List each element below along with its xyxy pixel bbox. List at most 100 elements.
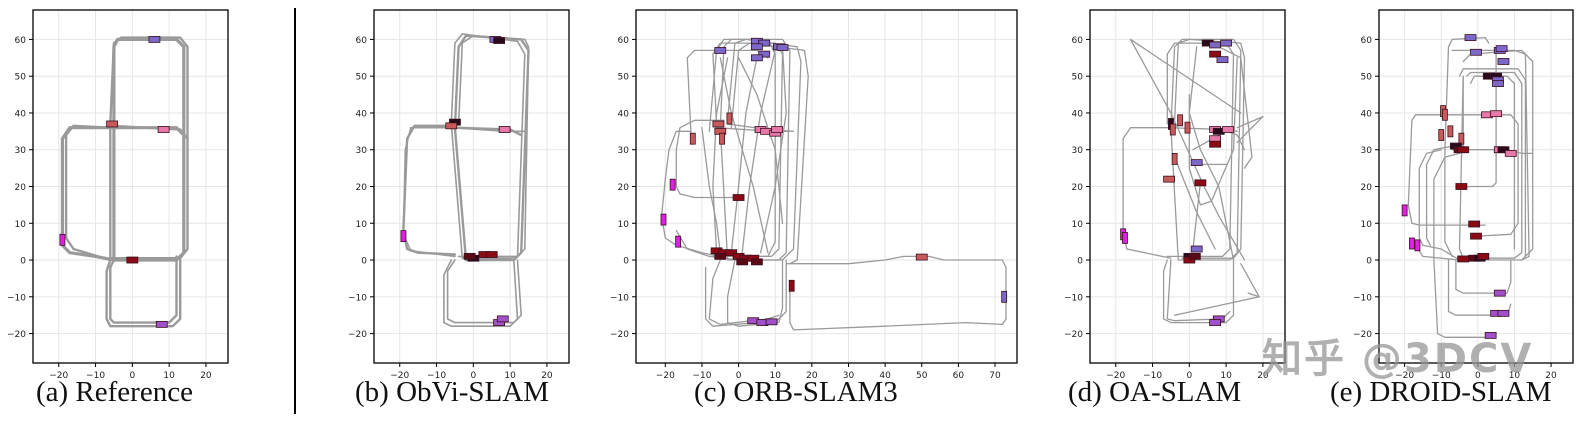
object-marker — [788, 279, 795, 292]
y-tick-label: −10 — [1064, 293, 1083, 303]
y-tick-label: 60 — [15, 36, 27, 46]
object-marker — [1216, 56, 1229, 64]
x-tick-label: 0 — [736, 371, 742, 381]
y-tick-label: 60 — [618, 36, 630, 46]
object-marker — [1457, 255, 1470, 263]
object-marker — [725, 249, 738, 257]
object-marker — [750, 43, 763, 51]
x-tick-label: 0 — [470, 371, 476, 381]
y-tick-label: −10 — [7, 293, 26, 303]
object-marker — [1441, 108, 1448, 121]
object-marker — [750, 54, 763, 62]
object-marker — [493, 37, 505, 44]
object-marker — [1497, 58, 1510, 65]
object-marker — [400, 230, 407, 243]
object-marker — [59, 233, 66, 246]
x-tick-label: 10 — [504, 371, 516, 381]
object-marker — [1470, 232, 1482, 240]
object-marker — [1470, 48, 1482, 56]
x-tick-label: 70 — [989, 371, 1001, 381]
y-tick-label: 20 — [15, 183, 27, 193]
object-marker — [1493, 289, 1506, 297]
object-marker — [1492, 80, 1504, 87]
object-marker — [1001, 290, 1008, 303]
object-marker — [1163, 175, 1176, 183]
object-marker — [148, 36, 161, 43]
x-tick-label: 0 — [1186, 371, 1192, 381]
x-tick-label: −10 — [86, 371, 105, 381]
object-marker — [712, 120, 725, 128]
x-tick-label: 20 — [1257, 371, 1269, 381]
x-tick-label: −20 — [49, 371, 68, 381]
object-marker — [1490, 110, 1503, 118]
x-tick-label: 40 — [879, 371, 891, 381]
object-marker — [463, 252, 476, 260]
grid — [636, 10, 1017, 363]
x-tick-label: 0 — [1475, 371, 1481, 381]
object-marker — [771, 126, 783, 133]
object-marker — [1438, 129, 1445, 141]
object-marker — [1184, 121, 1191, 134]
y-tick-label: −20 — [1353, 330, 1372, 340]
object-marker — [1409, 237, 1415, 250]
object-marker — [732, 194, 745, 201]
object-marker — [1209, 140, 1221, 148]
trajectories — [1407, 36, 1534, 338]
object-marker — [1222, 126, 1234, 133]
x-tick-label: 20 — [1545, 371, 1557, 381]
x-tick-label: −20 — [390, 371, 409, 381]
object-marker — [758, 39, 771, 47]
object-marker — [714, 252, 727, 260]
y-tick-label: 60 — [356, 36, 368, 46]
y-tick-label: 50 — [356, 73, 368, 83]
y-tick-label: 20 — [1361, 183, 1373, 193]
y-tick-label: 50 — [1361, 73, 1373, 83]
object-marker — [1188, 252, 1201, 260]
y-tick-label: 40 — [1361, 109, 1373, 119]
object-marker — [157, 126, 170, 133]
y-tick-label: 50 — [618, 73, 630, 83]
x-tick-label: −20 — [1395, 371, 1414, 381]
x-tick-label: 10 — [1509, 371, 1521, 381]
y-tick-label: 10 — [618, 220, 630, 230]
object-marker — [1495, 45, 1508, 53]
axis-ticks: −20 −10 0 10 20 30 40 50 60 70 −20 −10 0 10 20 30 40 50 60 — [610, 36, 1001, 381]
y-tick-label: 20 — [618, 183, 630, 193]
x-tick-label: 20 — [806, 371, 818, 381]
object-marker — [445, 122, 458, 130]
y-tick-label: 30 — [1361, 146, 1373, 156]
x-tick-label: −10 — [692, 371, 711, 381]
object-marker — [1414, 239, 1421, 252]
x-tick-label: −10 — [427, 371, 446, 381]
object-marker — [1497, 309, 1510, 317]
object-marker — [1194, 179, 1207, 187]
axis-ticks: −20 −10 0 10 20 −20 −10 0 10 20 30 40 50 60 — [348, 36, 553, 381]
y-tick-label: 50 — [1072, 73, 1084, 83]
object-marker — [1190, 159, 1203, 166]
object-marker — [1177, 114, 1184, 127]
y-tick-label: 40 — [356, 109, 368, 119]
x-tick-label: 10 — [163, 371, 175, 381]
object-marker — [1497, 146, 1510, 154]
y-tick-label: 40 — [1072, 109, 1084, 119]
object-markers — [1120, 39, 1234, 326]
object-marker — [758, 50, 771, 58]
caption-c: (c) ORB-SLAM3 — [694, 376, 898, 408]
y-tick-label: 10 — [1072, 220, 1084, 230]
object-marker — [660, 213, 667, 226]
y-tick-label: 10 — [356, 220, 368, 230]
y-tick-label: 0 — [361, 257, 367, 267]
object-marker — [1209, 319, 1221, 326]
object-marker — [1169, 123, 1176, 136]
y-tick-label: 20 — [356, 183, 368, 193]
axis-ticks: −20 −10 0 10 20 −20 −10 0 10 20 30 40 50 60 — [1353, 36, 1557, 381]
y-tick-label: −20 — [1064, 330, 1083, 340]
x-tick-label: −10 — [1432, 371, 1451, 381]
object-marker — [1401, 204, 1408, 217]
y-tick-label: 50 — [15, 73, 27, 83]
